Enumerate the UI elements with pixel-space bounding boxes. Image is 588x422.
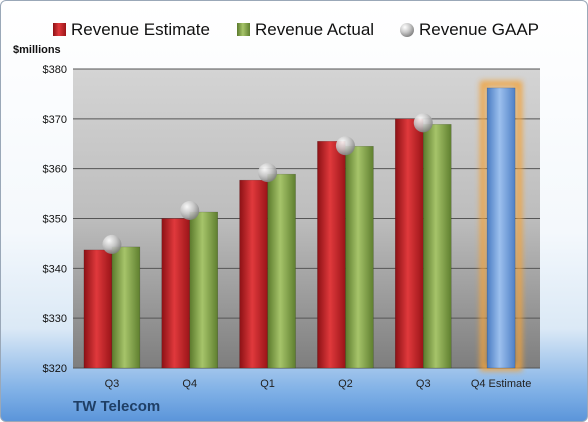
bar-revenue-actual — [111, 246, 141, 369]
bar-revenue-actual — [267, 173, 296, 369]
y-tick-label: $380 — [43, 64, 67, 76]
legend-swatch — [53, 23, 66, 36]
bar-revenue-estimate — [239, 179, 268, 369]
legend-label: Revenue Actual — [255, 20, 374, 39]
legend-swatch — [400, 23, 414, 37]
marker-revenue-gaap — [413, 113, 433, 133]
y-tick-label: $320 — [43, 363, 67, 375]
x-axis-tick-labels: Q3 Q4 Q1 Q2 Q3 Q4 Estimate — [105, 378, 532, 390]
bar-revenue-actual — [189, 211, 218, 369]
bars — [83, 80, 523, 371]
company-name: TW Telecom — [73, 398, 161, 415]
y-axis-tick-labels: $320 $330 $340 $350 $360 $370 $380 — [43, 64, 67, 375]
y-tick-label: $370 — [43, 114, 67, 126]
bar-forecast — [486, 87, 516, 369]
marker-revenue-gaap — [335, 136, 355, 156]
bar-revenue-actual — [345, 145, 374, 369]
bar-revenue-estimate — [161, 218, 190, 369]
y-tick-label: $360 — [43, 164, 67, 176]
x-tick-label: Q1 — [260, 378, 275, 390]
y-tick-label: $350 — [43, 214, 67, 226]
legend-label: Revenue Estimate — [71, 20, 210, 39]
marker-revenue-gaap — [258, 163, 278, 183]
x-tick-label: Q4 Estimate — [471, 378, 532, 390]
y-tick-label: $340 — [43, 263, 67, 275]
x-tick-label: Q2 — [338, 378, 353, 390]
x-tick-label: Q3 — [416, 378, 431, 390]
x-tick-label: Q3 — [105, 378, 120, 390]
legend-label: Revenue GAAP — [419, 20, 539, 39]
bar-revenue-actual — [423, 124, 452, 369]
bar-revenue-estimate — [395, 118, 424, 369]
y-tick-label: $330 — [43, 313, 67, 325]
legend: Revenue Estimate Revenue Actual Revenue GA… — [53, 20, 539, 39]
y-axis-label: $millions — [13, 44, 61, 56]
legend-swatch — [237, 23, 250, 36]
x-tick-label: Q4 — [182, 378, 197, 390]
gridlines — [73, 68, 540, 369]
marker-revenue-gaap — [180, 201, 200, 221]
bar-revenue-estimate — [83, 249, 113, 369]
bar-revenue-estimate — [317, 141, 346, 369]
marker-revenue-gaap — [102, 234, 122, 254]
